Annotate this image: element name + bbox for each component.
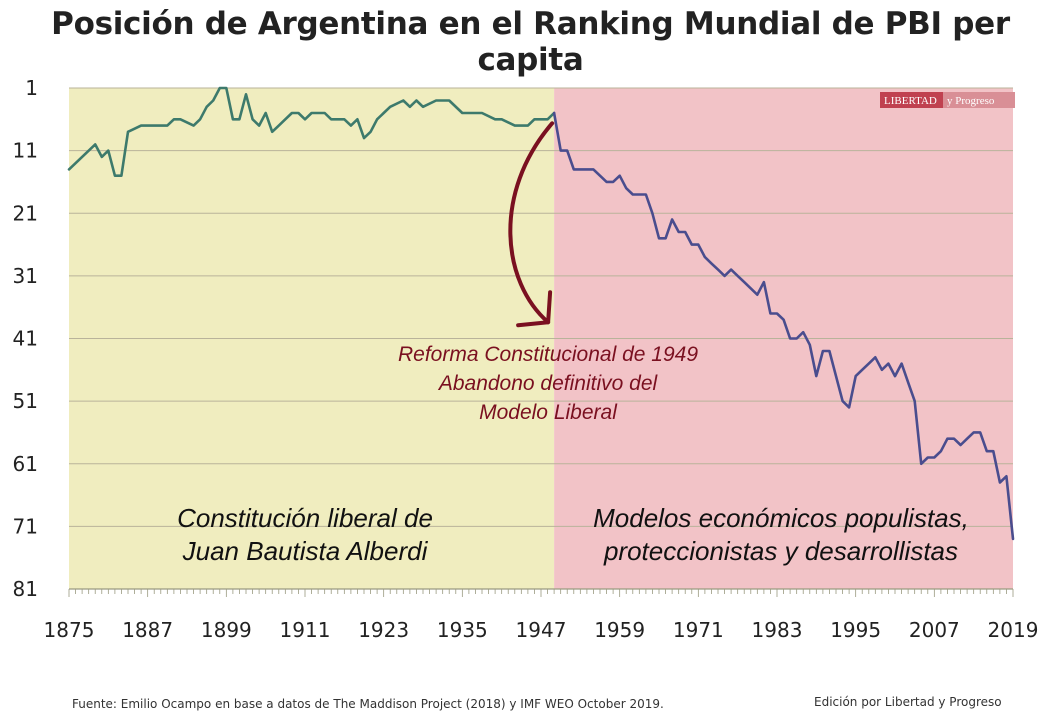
y-tick-label: 81 [13,577,38,601]
edition-note: Edición por Libertad y Progreso [814,695,1002,709]
annotation-text-line: Reforma Constitucional de 1949 [398,343,698,366]
series-line-populist [552,111,1015,541]
series-line-liberal [67,86,556,177]
x-tick-label: 1875 [44,618,95,642]
x-tick-label: 1935 [437,618,488,642]
x-tick-label: 1983 [752,618,803,642]
y-tick-label: 11 [13,139,38,163]
logo-text: LIBERTAD [884,95,937,107]
y-tick-label: 21 [13,201,38,225]
x-tick-label: 1959 [594,618,645,642]
region-label-line: Constitución liberal de [177,503,433,533]
annotation-arrow [508,121,555,325]
x-tick-label: 1887 [122,618,173,642]
annotation-arrowhead [516,290,553,328]
region-label-line: Modelos económicos populistas, [593,503,969,533]
annotation-text-line: Modelo Liberal [479,401,618,424]
source-note: Fuente: Emilio Ocampo en base a datos de… [72,697,664,711]
y-tick-label: 1 [25,76,38,100]
region-label-line: proteccionistas y desarrollistas [603,536,958,566]
logo-suffix-text: y Progreso [947,95,995,107]
x-tick-label: 1995 [830,618,881,642]
y-tick-label: 71 [13,514,38,538]
y-tick-label: 41 [13,327,38,351]
logo-box [880,92,943,108]
x-tick-label: 1971 [673,618,724,642]
x-tick-label: 2019 [988,618,1039,642]
x-tick-label: 1899 [201,618,252,642]
x-tick-label: 1911 [280,618,331,642]
x-tick-label: 1947 [516,618,567,642]
logo: LIBERTAD y Progreso [880,92,1015,108]
y-tick-label: 61 [13,452,38,476]
annotation-text-line: Abandono definitivo del [437,372,659,395]
logo-box-suffix [943,92,1015,108]
y-tick-label: 51 [13,389,38,413]
region-label-line: Juan Bautista Alberdi [182,536,429,566]
x-tick-label: 2007 [909,618,960,642]
y-tick-label: 31 [13,264,38,288]
chart-title: Posición de Argentina en el Ranking Mund… [51,6,1010,78]
x-tick-label: 1923 [358,618,409,642]
